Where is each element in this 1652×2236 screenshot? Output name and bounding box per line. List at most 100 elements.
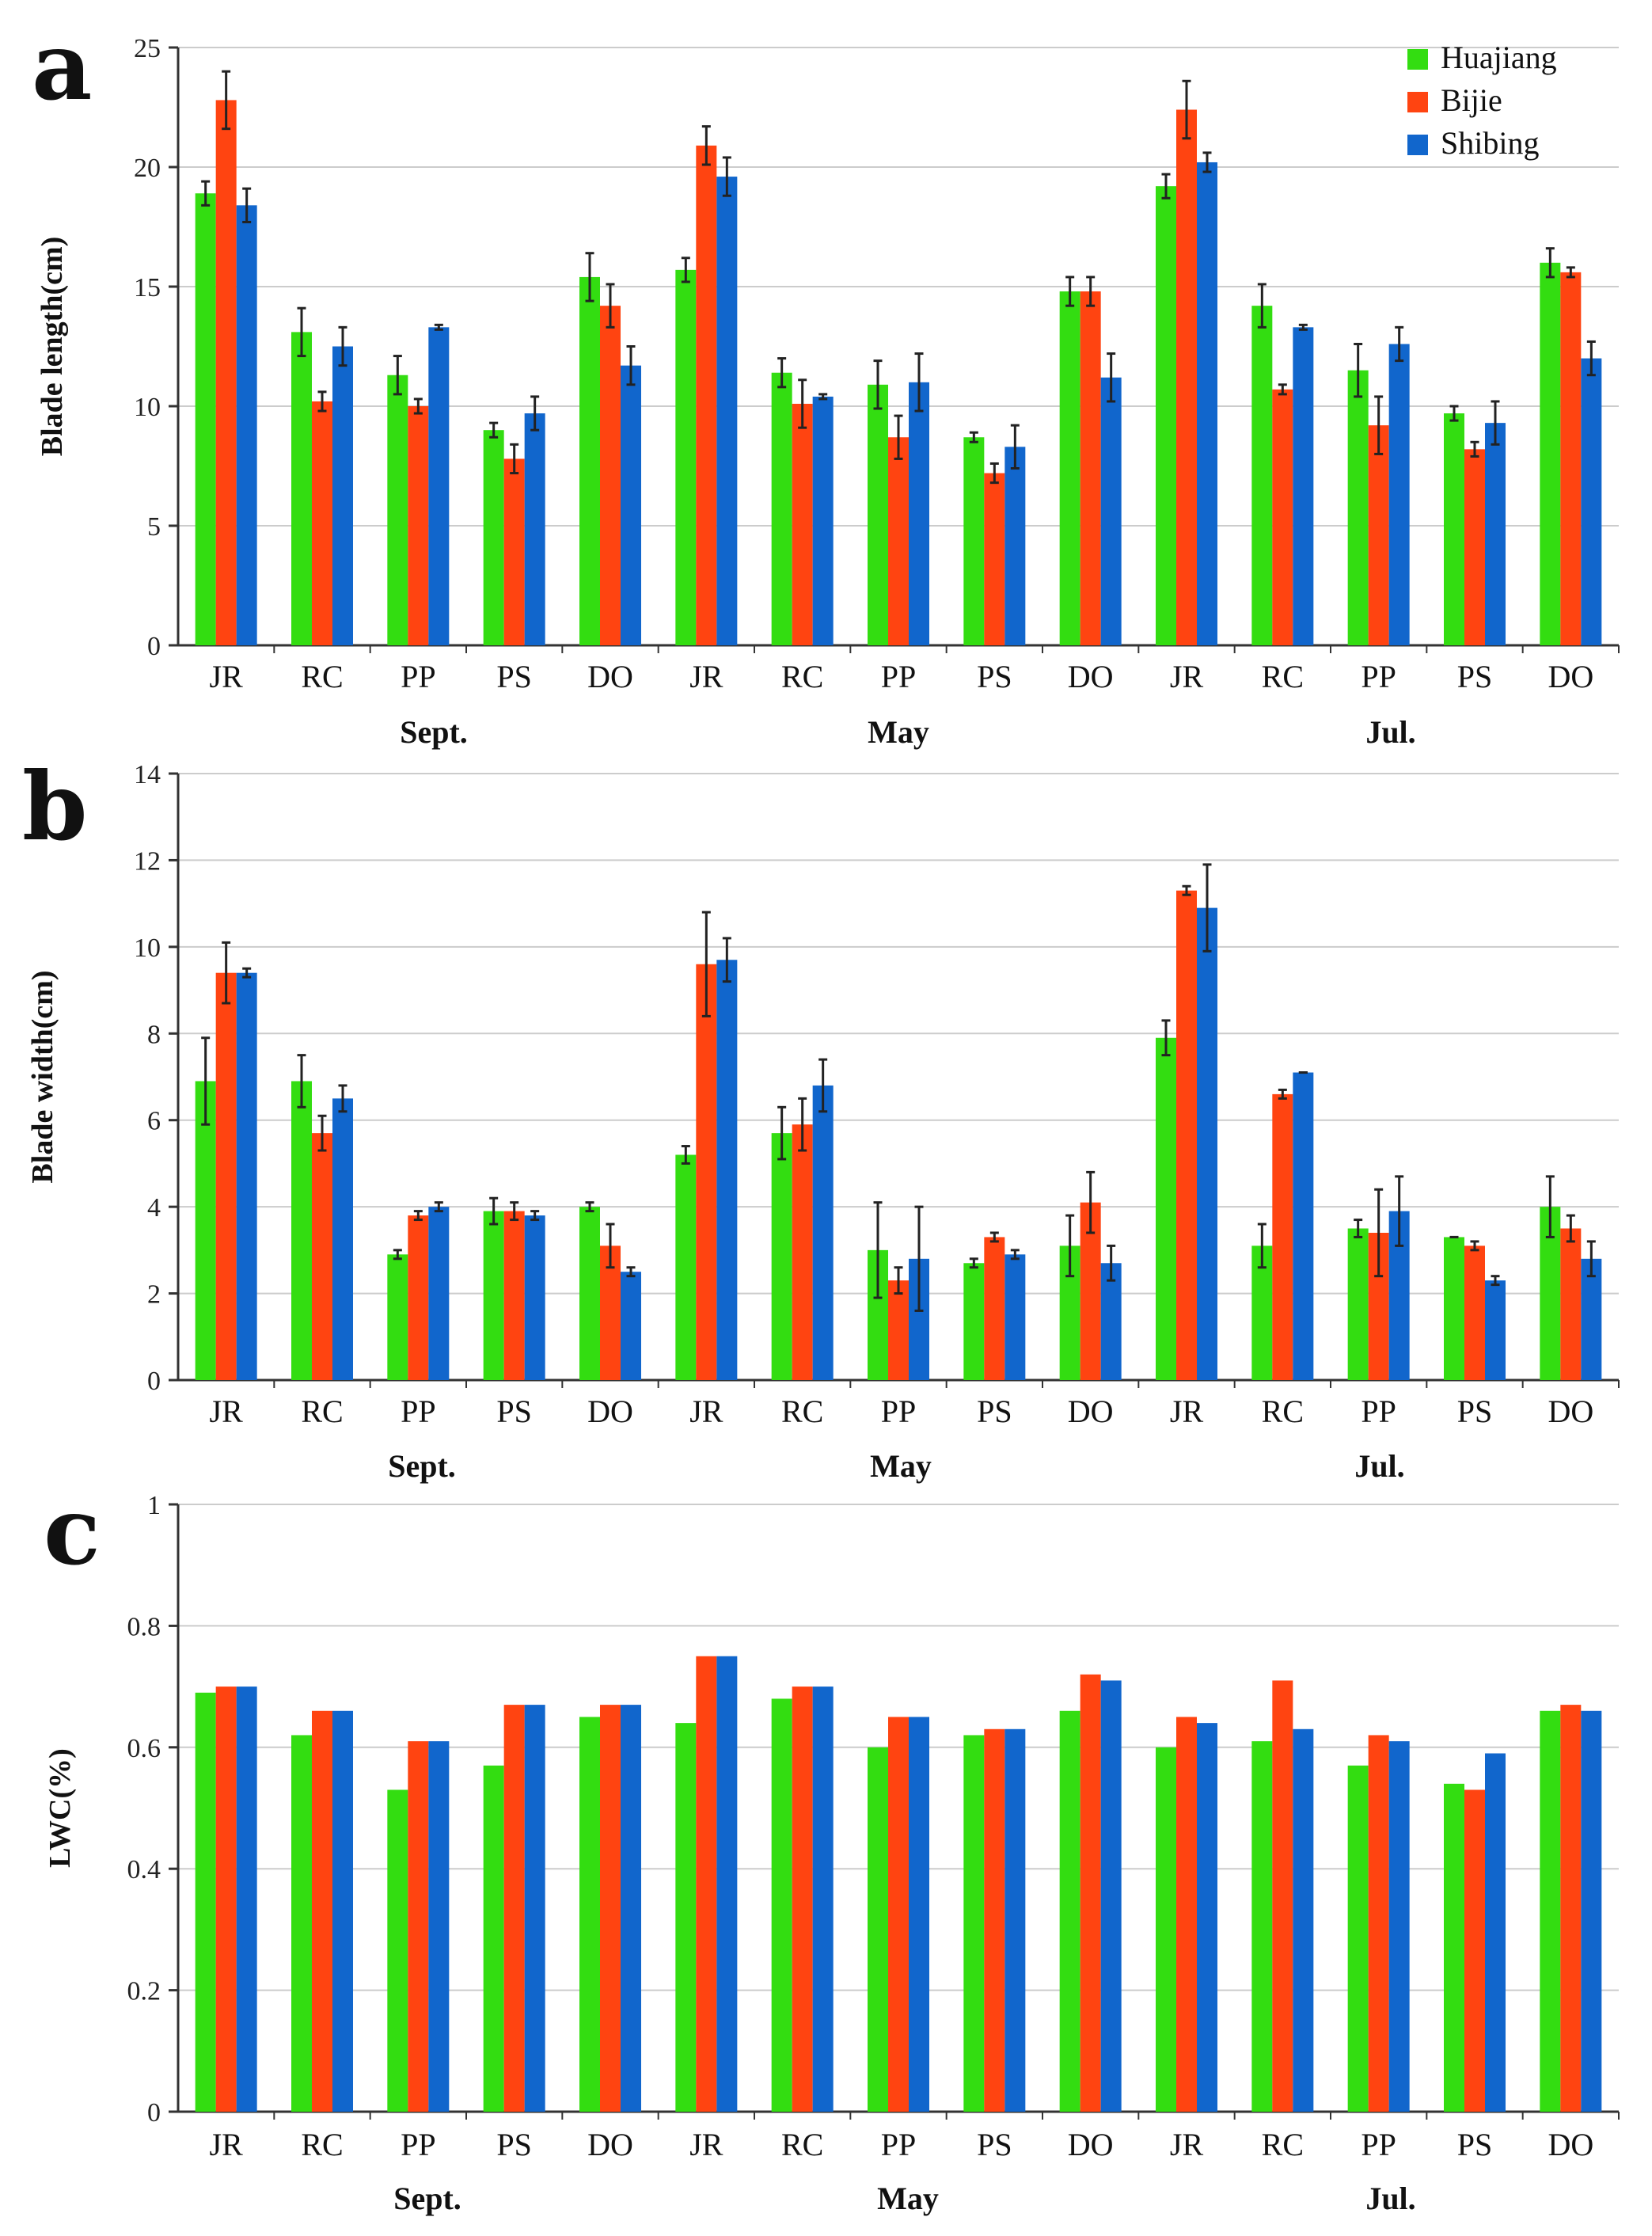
- x-tick-label: PS: [977, 1394, 1012, 1429]
- x-tick-label: JR: [210, 1394, 244, 1429]
- bar-bijie: [1080, 1674, 1101, 2112]
- month-label: May: [868, 714, 929, 750]
- bar-shibing: [1293, 1072, 1314, 1380]
- bar-huajiang: [579, 1717, 600, 2112]
- x-tick-label: DO: [587, 1394, 633, 1429]
- bar-bijie: [792, 1687, 813, 2112]
- chart-panel-b: b 0 2 4 6 8 10 12 14 Blade width(cm) JR RC PP PS DO JR R…: [22, 751, 1620, 1484]
- x-tick-label: JR: [1170, 2127, 1204, 2162]
- bar-shibing: [909, 1717, 929, 2112]
- bar-bijie: [1464, 1789, 1485, 2112]
- bar-shibing: [621, 1272, 641, 1380]
- bar-bijie: [1464, 449, 1485, 645]
- month-label: Jul.: [1365, 2181, 1415, 2216]
- bar-shibing: [716, 960, 738, 1380]
- x-tick-label: RC: [781, 2127, 823, 2162]
- x-tick-label: DO: [1548, 659, 1593, 694]
- x-tick-label: PP: [1361, 659, 1396, 694]
- bar-bijie: [888, 1717, 909, 2112]
- y-tick-label: 0.2: [127, 1977, 161, 2006]
- bar-bijie: [1176, 1717, 1197, 2112]
- bar-shibing: [1100, 1680, 1122, 2112]
- x-tick-label: DO: [1548, 1394, 1593, 1429]
- bar-huajiang: [1251, 306, 1273, 645]
- bar-huajiang: [1251, 1741, 1273, 2112]
- legend-label: Huajiang: [1441, 40, 1557, 75]
- y-tick-label: 10: [134, 934, 161, 963]
- bar-bijie: [312, 1133, 332, 1380]
- bar-shibing: [621, 365, 641, 645]
- bar-shibing: [332, 1098, 353, 1380]
- bar-shibing: [428, 327, 450, 645]
- month-label: Jul.: [1365, 714, 1415, 750]
- bar-huajiang: [1059, 291, 1080, 645]
- bar-shibing: [1581, 1710, 1602, 2112]
- bar-huajiang: [963, 1263, 985, 1380]
- y-tick-label: 2: [147, 1280, 161, 1310]
- bar-shibing: [1004, 447, 1026, 645]
- bar-shibing: [428, 1207, 450, 1380]
- bar-bijie: [984, 1237, 1005, 1380]
- bar-bijie: [503, 458, 525, 645]
- y-tick-label: 0.6: [127, 1734, 161, 1763]
- bar-huajiang: [675, 1723, 697, 2112]
- legend-swatch: [1407, 92, 1428, 112]
- bar-huajiang: [868, 384, 888, 645]
- x-tick-label: DO: [1068, 659, 1114, 694]
- bar-shibing: [428, 1741, 450, 2112]
- panel-letter-c: c: [44, 1476, 101, 1586]
- bar-bijie: [888, 437, 909, 645]
- bar-bijie: [215, 972, 237, 1380]
- x-tick-label: PP: [881, 2127, 917, 2162]
- bar-huajiang: [1540, 262, 1561, 645]
- x-tick-label: PP: [881, 1394, 917, 1429]
- y-axis-label: Blade length(cm): [36, 237, 69, 457]
- bar-bijie: [312, 1710, 332, 2112]
- legend: Huajiang Bijie Shibing: [1407, 40, 1557, 161]
- y-axis-label: Blade width(cm): [26, 970, 59, 1183]
- x-tick-label: DO: [1548, 2127, 1593, 2162]
- bar-shibing: [1293, 327, 1314, 645]
- bar-huajiang: [291, 1081, 312, 1380]
- bar-bijie: [1560, 1228, 1582, 1380]
- x-tick-label: RC: [1262, 659, 1304, 694]
- bar-shibing: [812, 396, 834, 645]
- bar-huajiang: [483, 1211, 504, 1380]
- bar-shibing: [1485, 1753, 1506, 2112]
- legend-swatch: [1407, 49, 1428, 70]
- x-tick-label: JR: [1170, 659, 1204, 694]
- x-tick-label: JR: [689, 2127, 723, 2162]
- bar-huajiang: [1156, 1747, 1176, 2112]
- month-label: May: [870, 1448, 932, 1484]
- bar-bijie: [984, 1728, 1005, 2112]
- bar-bijie: [600, 1705, 621, 2112]
- bar-huajiang: [1156, 186, 1176, 645]
- bar-bijie: [408, 406, 429, 645]
- x-tick-label: JR: [689, 1394, 723, 1429]
- bar-huajiang: [387, 1789, 408, 2112]
- y-tick-label: 0: [147, 1367, 161, 1396]
- month-label: Sept.: [400, 714, 468, 750]
- y-tick-label: 5: [147, 512, 161, 542]
- y-tick-label: 8: [147, 1020, 161, 1049]
- bar-huajiang: [1156, 1037, 1176, 1380]
- bar-bijie: [1272, 1093, 1293, 1380]
- panel-letter-a: a: [32, 11, 92, 121]
- bar-bijie: [696, 145, 717, 645]
- bar-bijie: [600, 306, 621, 645]
- chart-panel-a: a 0 5 10 15 20 25 Blade length(cm) JR RC PP PS DO JR R…: [32, 11, 1620, 750]
- x-tick-label: RC: [301, 1394, 343, 1429]
- bar-huajiang: [579, 276, 600, 645]
- bar-shibing: [1388, 344, 1410, 645]
- bar-huajiang: [195, 1081, 216, 1380]
- bar-bijie: [1368, 1735, 1389, 2112]
- bar-shibing: [332, 346, 353, 645]
- y-tick-label: 4: [147, 1193, 161, 1223]
- bar-shibing: [332, 1710, 353, 2112]
- bar-huajiang: [291, 332, 312, 645]
- bar-bijie: [408, 1215, 429, 1380]
- bar-shibing: [1581, 358, 1602, 645]
- bar-shibing: [909, 382, 929, 645]
- bar-shibing: [1485, 423, 1506, 645]
- bar-shibing: [524, 1215, 545, 1380]
